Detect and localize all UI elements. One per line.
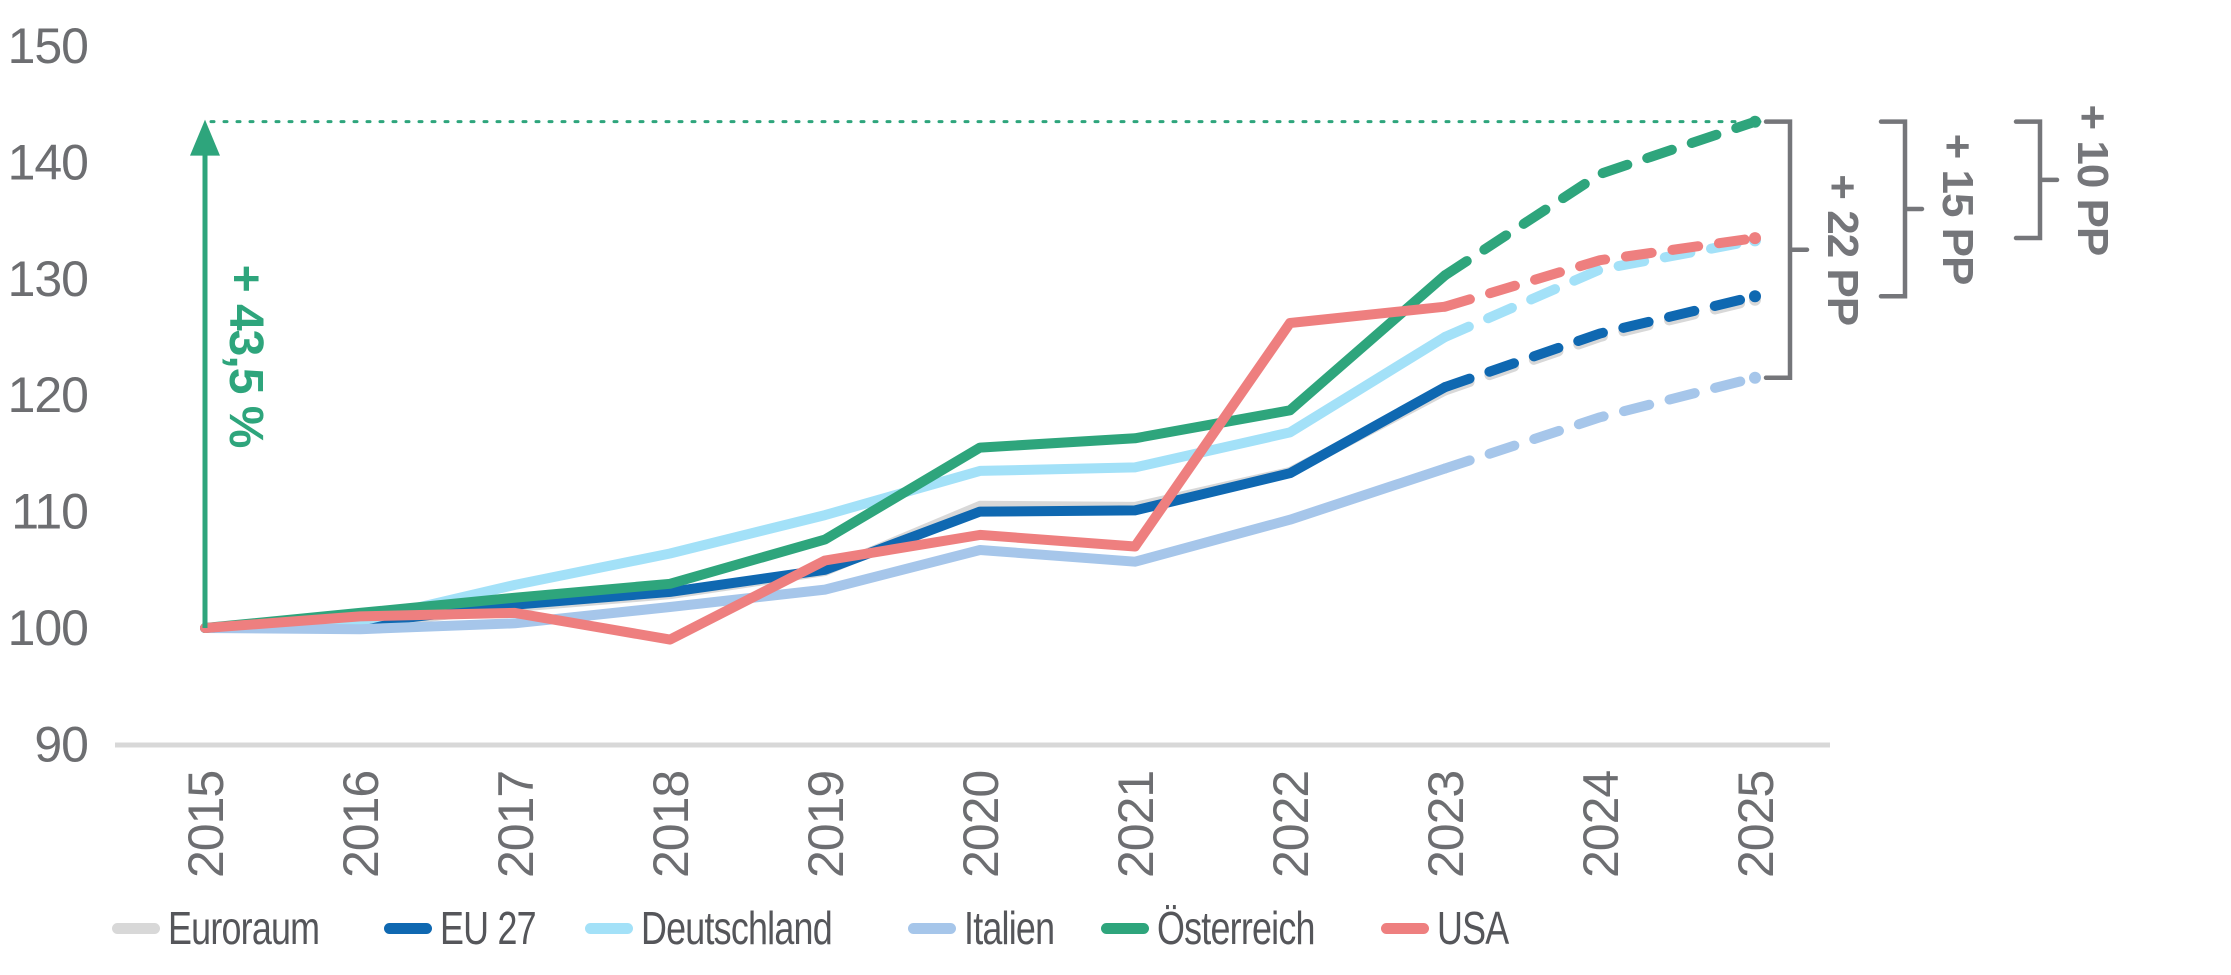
series-forecast-line-eu-27 bbox=[1440, 291, 1760, 393]
y-axis-tick-label: 90 bbox=[34, 716, 88, 772]
x-axis-year-label: 2018 bbox=[643, 771, 699, 878]
legend-item-euroraum: Euroraum bbox=[112, 905, 362, 951]
x-axis-year-label: 2019 bbox=[798, 771, 854, 878]
legend-label: Deutschland bbox=[640, 902, 833, 954]
x-axis-year-label: 2023 bbox=[1418, 771, 1474, 878]
x-axis-year-label: 2021 bbox=[1108, 771, 1164, 878]
legend-swatch-icon bbox=[1381, 922, 1430, 934]
bracket-1 bbox=[1763, 119, 1810, 380]
bracket-label-1: + 22 PP bbox=[1818, 174, 1867, 325]
series-forecast-line-deutschland bbox=[1440, 235, 1760, 342]
y-axis-tick-label: 150 bbox=[8, 18, 88, 74]
legend-item-österreich: Österreich bbox=[1101, 905, 1359, 951]
legend-label: USA bbox=[1437, 902, 1509, 954]
legend-item-italien: Italien bbox=[907, 902, 1080, 954]
series-endpoint-usa bbox=[1749, 232, 1761, 245]
x-axis-year-label: 2017 bbox=[488, 771, 544, 878]
series-forecast-line-usa bbox=[1440, 233, 1760, 312]
y-axis-tick-label: 100 bbox=[8, 600, 88, 656]
series-line-italien bbox=[200, 463, 1450, 635]
growth-arrow-label: + 43,5 % bbox=[219, 265, 272, 448]
y-axis-tick-label: 120 bbox=[8, 367, 88, 423]
series-endpoint-eu-27 bbox=[1749, 290, 1761, 303]
series-endpoint-österreich bbox=[1749, 115, 1761, 128]
legend: Euroraum EU 27 Deutschland Italien Österreic… bbox=[112, 898, 1529, 958]
series-forecast-line-österreich bbox=[1440, 116, 1760, 281]
x-axis-year-label: 2016 bbox=[333, 771, 389, 878]
bracket-label-3: + 10 PP bbox=[2068, 104, 2117, 255]
legend-label: EU 27 bbox=[439, 902, 537, 954]
y-axis-tick-label: 110 bbox=[11, 484, 88, 540]
legend-swatch-icon bbox=[383, 922, 432, 934]
x-axis-year-label: 2020 bbox=[953, 771, 1009, 878]
y-axis-tick-label: 130 bbox=[8, 251, 88, 307]
y-axis-tick-label: 140 bbox=[8, 134, 88, 190]
series-line-usa bbox=[200, 301, 1450, 645]
legend-swatch-icon bbox=[584, 922, 633, 934]
legend-item-eu-27: EU 27 bbox=[383, 902, 563, 954]
legend-swatch-icon bbox=[1101, 922, 1150, 934]
series-forecast-line-italien bbox=[1440, 372, 1760, 474]
legend-item-usa: USA bbox=[1381, 905, 1529, 951]
series-line-österreich bbox=[200, 270, 1450, 633]
x-axis-year-label: 2015 bbox=[178, 771, 234, 878]
legend-swatch-icon bbox=[112, 922, 160, 934]
legend-label: Österreich bbox=[1157, 902, 1315, 954]
legend-label: Euroraum bbox=[168, 902, 320, 954]
x-axis-year-label: 2024 bbox=[1573, 771, 1629, 878]
series-endpoint-italien bbox=[1749, 371, 1761, 384]
x-axis-year-label: 2022 bbox=[1263, 771, 1319, 878]
bracket-label-2: + 15 PP bbox=[1933, 134, 1982, 285]
growth-arrow-head bbox=[190, 119, 220, 156]
legend-item-deutschland: Deutschland bbox=[584, 902, 886, 954]
bracket-3 bbox=[2013, 119, 2060, 241]
bracket-2 bbox=[1878, 119, 1925, 299]
legend-swatch-icon bbox=[907, 922, 956, 934]
legend-label: Italien bbox=[963, 902, 1055, 954]
x-axis-year-label: 2025 bbox=[1728, 771, 1784, 878]
